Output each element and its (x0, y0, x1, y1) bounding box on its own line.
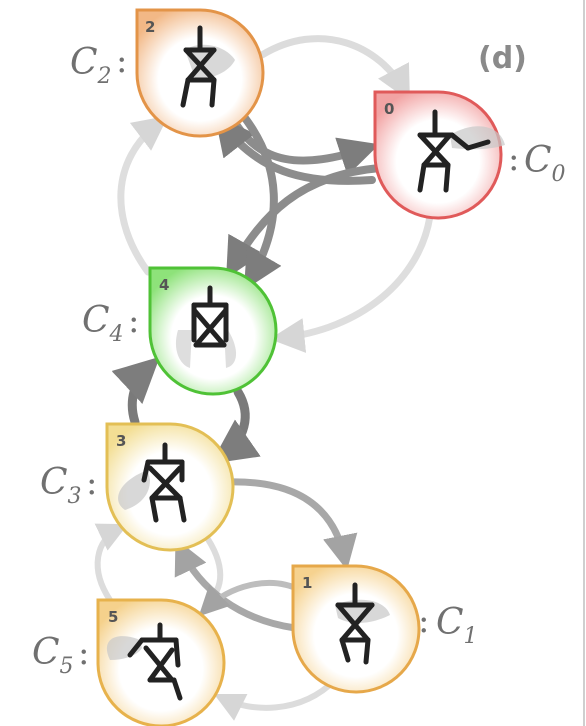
node-1: 1 (291, 564, 421, 694)
edge-3-to-1 (224, 478, 358, 571)
node-3-id: 3 (116, 432, 126, 450)
node-5-id: 5 (108, 608, 118, 626)
svg-text:C5: C5 (32, 632, 74, 679)
pose-figure-5 (106, 622, 183, 701)
cluster-sub-0: 0 (552, 162, 566, 187)
pose-figure-0 (417, 109, 505, 193)
edge-5-to-3 (94, 523, 129, 603)
edge-1-to-5 (198, 580, 303, 617)
pose-figure-4 (175, 285, 237, 368)
svg-text::: : (128, 301, 139, 341)
edge-2-to-4-dark (241, 114, 282, 291)
edge-0-to-4-dark (226, 164, 384, 279)
cluster-letter-3: C (40, 462, 68, 503)
node-0: 0 (373, 90, 505, 220)
edge-4-to-2 (117, 115, 169, 276)
cluster-sub-5: 5 (60, 654, 74, 679)
pose-figure-3 (118, 442, 187, 523)
edge-4-to-3 (210, 387, 261, 464)
cluster-label-4: C4 : (82, 300, 139, 347)
node-4-id: 4 (159, 276, 169, 294)
node-2: 2 (135, 8, 265, 138)
cluster-sub-1: 1 (464, 624, 478, 649)
node-5: 5 (96, 598, 226, 726)
svg-text:C3: C3 (40, 462, 82, 509)
cluster-letter-2: C (70, 42, 98, 83)
svg-text::: : (78, 633, 89, 673)
cluster-label-5: C5 : (32, 632, 89, 679)
node-3: 3 (105, 422, 235, 552)
edge-0-to-4 (269, 212, 434, 353)
cluster-letter-5: C (32, 632, 60, 673)
svg-text::: : (116, 41, 127, 81)
cluster-letter-1: C (436, 602, 464, 643)
cluster-sub-3: 3 (68, 484, 82, 509)
cluster-label-0: : C0 (508, 139, 566, 187)
edge-1-to-5-light (213, 677, 338, 721)
cluster-letter-0: C (524, 140, 552, 181)
svg-text::: : (86, 463, 97, 503)
node-4: 4 (148, 266, 278, 396)
svg-text:C2: C2 (70, 42, 112, 89)
node-0-id: 0 (384, 100, 394, 118)
cluster-label-2: C2 : (70, 41, 127, 89)
pose-figure-1 (335, 582, 390, 665)
cluster-letter-4: C (82, 300, 110, 341)
edge-0-to-2-dark (214, 114, 376, 185)
svg-text::: : (508, 139, 519, 179)
node-1-id: 1 (302, 574, 312, 592)
edge-3-to-4 (111, 356, 160, 427)
node-2-id: 2 (145, 18, 155, 36)
svg-text:C4: C4 (82, 300, 124, 347)
svg-text:C1: C1 (436, 602, 478, 649)
cluster-sub-2: 2 (97, 64, 112, 89)
svg-text:C0: C0 (524, 140, 566, 187)
svg-text::: : (418, 601, 429, 641)
cluster-label-1: : C1 (418, 601, 478, 649)
pose-figure-2 (180, 25, 235, 108)
cluster-label-3: C3 : (40, 462, 97, 509)
edges (94, 35, 434, 721)
cluster-sub-4: 4 (109, 322, 124, 347)
edge-2-to-0 (258, 35, 410, 102)
panel-label: (d) (478, 41, 527, 76)
